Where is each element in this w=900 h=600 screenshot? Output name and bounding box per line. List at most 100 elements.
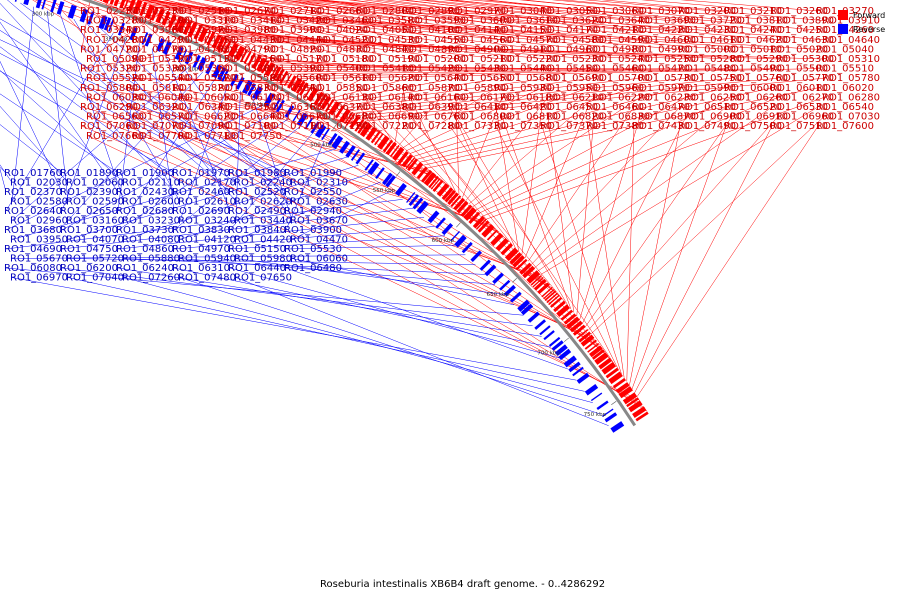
forward-gene-label: RO1_06270 [776,92,834,103]
label-connector [46,10,69,202]
label-connector [87,135,640,401]
reverse-gene-label: RO1_05530 [284,244,342,255]
forward-gene-arrow [223,40,232,54]
label-connector [398,0,681,31]
reverse-gene-label: RO1_06310 [172,263,230,274]
forward-gene-label: RO1_05580 [224,73,282,84]
forward-gene-label: RO1_05610 [316,73,374,84]
label-connector [106,0,181,21]
label-connector [265,87,385,135]
forward-gene-arrow [173,16,182,31]
label-connector [469,97,595,204]
forward-gene-label: RO1_04530 [362,35,420,46]
forward-gene-arrow [167,13,177,29]
forward-gene-label: RO1_02670 [218,6,276,17]
forward-gene-arrow [447,192,459,205]
reverse-gene-label: RO1_05880 [122,254,180,265]
reverse-gene-arrow [252,85,264,100]
forward-gene-label: RO1_07600 [816,121,874,132]
forward-gene-label: RO1_05200 [408,54,466,65]
reverse-gene-label: RO1_04420 [234,235,292,246]
label-connector [267,0,451,31]
forward-gene-label: RO1_03410 [224,16,282,27]
forward-gene-arrow [144,4,155,20]
forward-gene-arrow [428,176,439,189]
label-connector [373,0,635,31]
forward-gene-label: RO1_04570 [500,35,558,46]
label-connector [219,125,603,349]
forward-gene-label: RO1_07490 [678,121,736,132]
reverse-gene-label: RO1_02620 [234,197,292,208]
reverse-gene-label: RO1_07040 [66,273,124,284]
label-connector [384,0,549,21]
label-connector [61,111,277,231]
forward-gene-label: RO1_05020 [770,44,828,55]
forward-gene-label: RO1_05420 [402,64,460,75]
label-connector [626,126,635,382]
label-connector [462,97,503,198]
label-connector [540,106,819,275]
reverse-gene-arrow [196,56,207,71]
reverse-gene-label: RO1_06200 [60,263,118,274]
label-connector [357,77,733,117]
forward-gene-label: RO1_04170 [540,25,598,36]
reverse-gene-label: RO1_03240 [178,216,236,227]
forward-gene-arrow [264,61,276,77]
reverse-gene-label: RO1_02610 [178,197,236,208]
label-connector [469,0,819,31]
forward-gene-label: RO1_04620 [730,35,788,46]
label-connector [0,105,69,183]
forward-gene-arrow [530,274,543,286]
forward-gene-label: RO1_05490 [724,64,782,75]
forward-gene-label: RO1_04830 [310,44,368,55]
reverse-gene-arrow [211,64,223,79]
reverse-gene-label: RO1_02600 [122,197,180,208]
forward-gene-arrow [416,166,428,180]
forward-gene-label: RO1_03040 [494,6,552,17]
forward-gene-label: RO1_06250 [684,92,742,103]
reverse-gene-arrow [108,18,115,32]
forward-gene-arrow [578,331,592,343]
forward-gene-label: RO1_06870 [638,112,696,123]
label-connector [212,0,319,21]
reverse-gene-label: RO1_03730 [116,225,174,236]
forward-gene-label: RO1_05170 [270,54,328,65]
forward-gene-label: RO1_07430 [632,121,690,132]
label-connector [123,164,359,240]
reverse-gene-label: RO1_05150 [228,244,286,255]
reverse-gene-arrow [554,344,568,356]
forward-gene-label: RO1_04140 [448,25,506,36]
reverse-gene-arrow [41,0,47,10]
reverse-gene-label: RO1_01970 [172,168,230,179]
reverse-gene-label: RO1_01760 [4,168,62,179]
label-connector [86,23,237,202]
forward-gene-label: RO1_06820 [546,112,604,123]
label-connector [0,39,287,174]
forward-gene-arrow [206,31,216,46]
reverse-gene-arrow [454,234,467,248]
reverse-gene-arrow [345,145,356,158]
reverse-gene-label: RO1_05670 [10,254,68,265]
reverse-gene-arrow [217,67,227,81]
label-connector [418,0,595,21]
forward-gene-label: RO1_04550 [408,35,466,46]
reverse-gene-arrow [435,217,446,229]
tick-mark [611,401,617,405]
legend: Forward Reverse [838,10,885,34]
forward-gene-label: RO1_03960 [126,25,184,36]
label-connector [198,25,457,60]
reverse-gene-arrow [576,372,590,384]
reverse-gene-arrow [596,400,609,410]
forward-gene-arrow [423,172,437,187]
forward-gene-arrow [317,93,327,108]
forward-gene-label: RO1_05960 [586,83,644,94]
forward-gene-label: RO1_07220 [356,121,414,132]
forward-gene-label: RO1_05440 [494,64,552,75]
forward-gene-label: RO1_06410 [448,102,506,113]
label-connector [0,30,237,183]
forward-gene-label: RO1_05520 [86,73,144,84]
label-connector [423,87,773,166]
reverse-gene-arrow [558,348,572,361]
forward-gene-label: RO1_04820 [264,44,322,55]
forward-gene-arrow [109,0,115,5]
